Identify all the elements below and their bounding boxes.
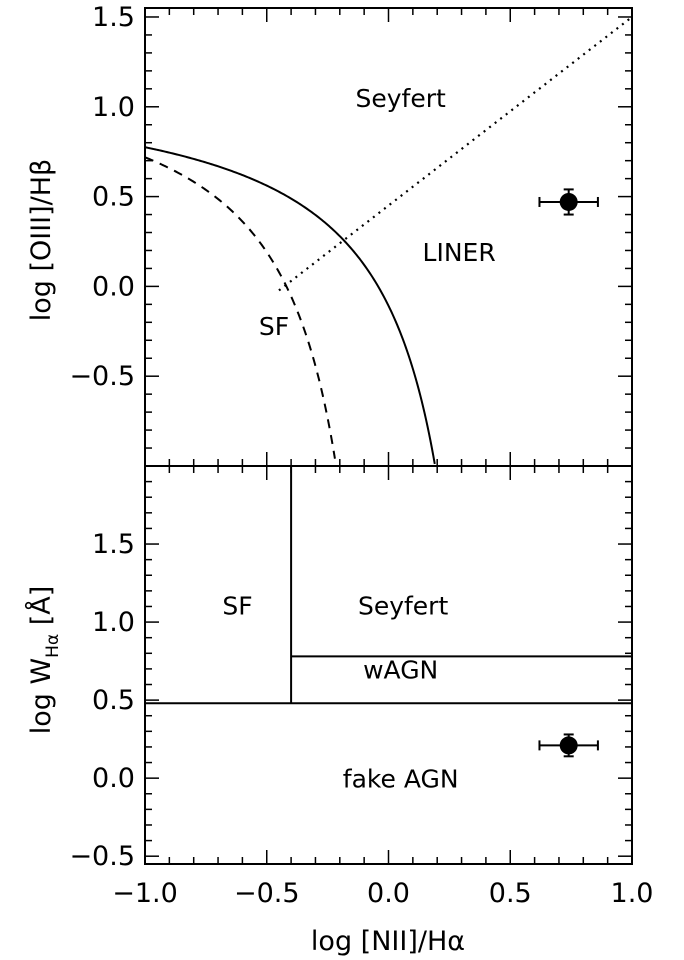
region-label: SF — [222, 591, 252, 620]
y-tick-label: 1.5 — [92, 2, 135, 33]
top-region-labels: Seyfert LINER SF — [259, 84, 496, 341]
bottom-y-axis-title-main: log W — [26, 658, 57, 734]
kauffmann-curve — [145, 156, 336, 459]
top-y-tick-labels: 1.5 1.0 0.5 0.0 −0.5 — [69, 2, 135, 392]
bottom-y-axis-title: log WHα [Å] — [25, 586, 63, 735]
y-tick-label: 0.5 — [92, 685, 135, 716]
bottom-panel: SF Seyfert wAGN fake AGN 1.5 1.0 0.5 0.0 −0.5 −… — [25, 465, 653, 957]
y-tick-label: −0.5 — [69, 841, 135, 872]
bottom-y-axis-title-tail: [Å] — [25, 586, 57, 634]
region-label: Seyfert — [356, 84, 447, 113]
x-tick-label: 0.0 — [367, 878, 410, 909]
top-panel-frame — [144, 7, 633, 467]
region-label: Seyfert — [358, 591, 449, 620]
y-tick-label: −0.5 — [69, 361, 135, 392]
bottom-y-tick-labels: 1.5 1.0 0.5 0.0 −0.5 — [69, 529, 135, 872]
region-label: SF — [259, 312, 289, 341]
bottom-boundaries — [145, 466, 632, 705]
y-tick-label: 0.0 — [92, 271, 135, 302]
top-curves — [145, 16, 632, 465]
y-tick-label: 1.0 — [92, 92, 135, 123]
y-tick-label: 0.5 — [92, 182, 135, 213]
x-axis-title: log [NII]/Hα — [311, 926, 465, 957]
data-point — [559, 192, 578, 211]
y-tick-label: 1.5 — [92, 529, 135, 560]
y-tick-label: 1.0 — [92, 607, 135, 638]
top-data-point — [538, 188, 599, 216]
x-tick-label: −1.0 — [112, 878, 178, 909]
x-tick-labels: −1.0 −0.5 0.0 0.5 1.0 — [112, 878, 653, 909]
top-ticks — [144, 8, 633, 467]
bottom-y-axis-title-sub: Hα — [43, 634, 63, 658]
data-point — [559, 736, 578, 755]
bottom-region-labels: SF Seyfert wAGN fake AGN — [222, 591, 458, 793]
x-tick-label: 1.0 — [611, 878, 654, 909]
top-y-axis-title: log [OIII]/Hβ — [26, 159, 57, 322]
seyfert-liner-curve — [278, 16, 632, 292]
region-label: fake AGN — [343, 765, 459, 794]
region-label: LINER — [423, 238, 496, 267]
y-tick-label: 0.0 — [92, 763, 135, 794]
top-panel: Seyfert LINER SF 1.5 1.0 0.5 0.0 −0.5 log [OII… — [26, 2, 633, 467]
region-label: wAGN — [363, 655, 438, 684]
bottom-data-point — [538, 733, 599, 758]
x-tick-label: −0.5 — [234, 878, 300, 909]
kewley-curve — [145, 146, 436, 465]
x-tick-label: 0.5 — [489, 878, 532, 909]
bottom-ticks — [144, 465, 633, 864]
